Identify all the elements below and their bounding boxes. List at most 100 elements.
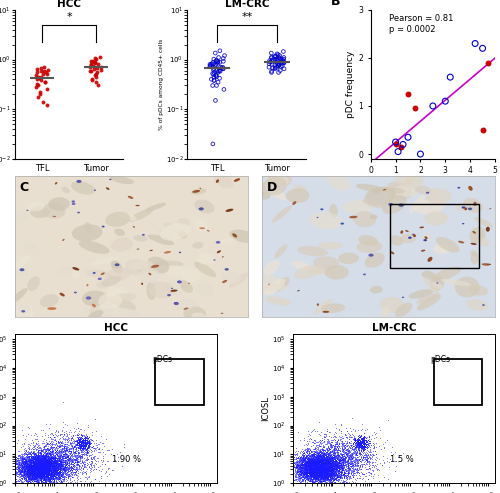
Point [46,455,54,463]
Point [314,453,322,461]
Point [38,470,46,478]
Ellipse shape [72,224,102,242]
Point [316,450,324,458]
Point [313,458,321,465]
Point [62,442,70,450]
Point [38,453,46,461]
Point [326,463,334,471]
Point [64,443,72,451]
Point [46,459,54,467]
Point [300,477,308,485]
Point [290,466,298,474]
Point [317,478,325,486]
Point [18,457,25,464]
Point [31,461,39,469]
Point [329,471,337,479]
Point [32,464,40,472]
Point [315,469,323,477]
Point [330,470,338,478]
Point [322,445,330,453]
Point [82,439,90,447]
Point [18,458,25,465]
Point [49,454,57,462]
Point [318,458,326,465]
Point [40,458,48,466]
Point [24,471,32,479]
Point [351,436,359,444]
Point [326,471,334,479]
Point [297,469,305,477]
Point [294,455,302,462]
Point [328,473,336,481]
Point [355,442,363,450]
Point [302,470,310,478]
Point [44,454,52,461]
Point [316,445,324,453]
Point [338,464,345,472]
Point [28,466,36,474]
Point [307,461,315,469]
Point [327,464,335,472]
Point [42,468,50,476]
Point [42,463,50,471]
Point [304,464,312,472]
Point [306,447,314,455]
Point [308,453,316,460]
Point [311,465,319,473]
Point [58,446,66,454]
Point [350,458,358,466]
Point [349,473,357,481]
Point [318,461,326,469]
Point [310,479,318,487]
Point [60,443,68,451]
Point [322,451,330,458]
Point [54,462,62,470]
Point [87,454,95,462]
Point [290,459,298,467]
Point [316,466,324,474]
Point [58,475,66,483]
Point [314,474,322,482]
Point [317,474,325,482]
Point [28,464,36,472]
Point [325,467,333,475]
Point [297,456,305,463]
Point [58,433,66,441]
Point [41,467,49,475]
Point [54,462,62,470]
Point [316,463,324,471]
Point [316,467,324,475]
Point [11,436,19,444]
Point [28,456,36,464]
Point [300,461,308,469]
Point [323,445,331,453]
Point [45,457,53,465]
Point [330,451,338,459]
Point [38,463,46,471]
Point [46,470,54,478]
Point [322,472,330,480]
Point [80,438,88,446]
Point [38,452,46,460]
Point [51,449,59,457]
Point [28,467,36,475]
Point [19,456,27,463]
Point [24,476,32,484]
Point [320,460,328,468]
Point [329,458,337,465]
Point [320,469,328,477]
Point [338,462,346,470]
Point [40,456,48,463]
Point [323,471,331,479]
Point [312,455,320,463]
Point [320,465,328,473]
Point [42,458,50,466]
Point [350,443,358,451]
Point [38,466,46,474]
Point [57,458,65,466]
Point [309,458,317,466]
Point [292,447,300,455]
Point [42,466,50,474]
Point [328,462,336,470]
Point [319,467,327,475]
